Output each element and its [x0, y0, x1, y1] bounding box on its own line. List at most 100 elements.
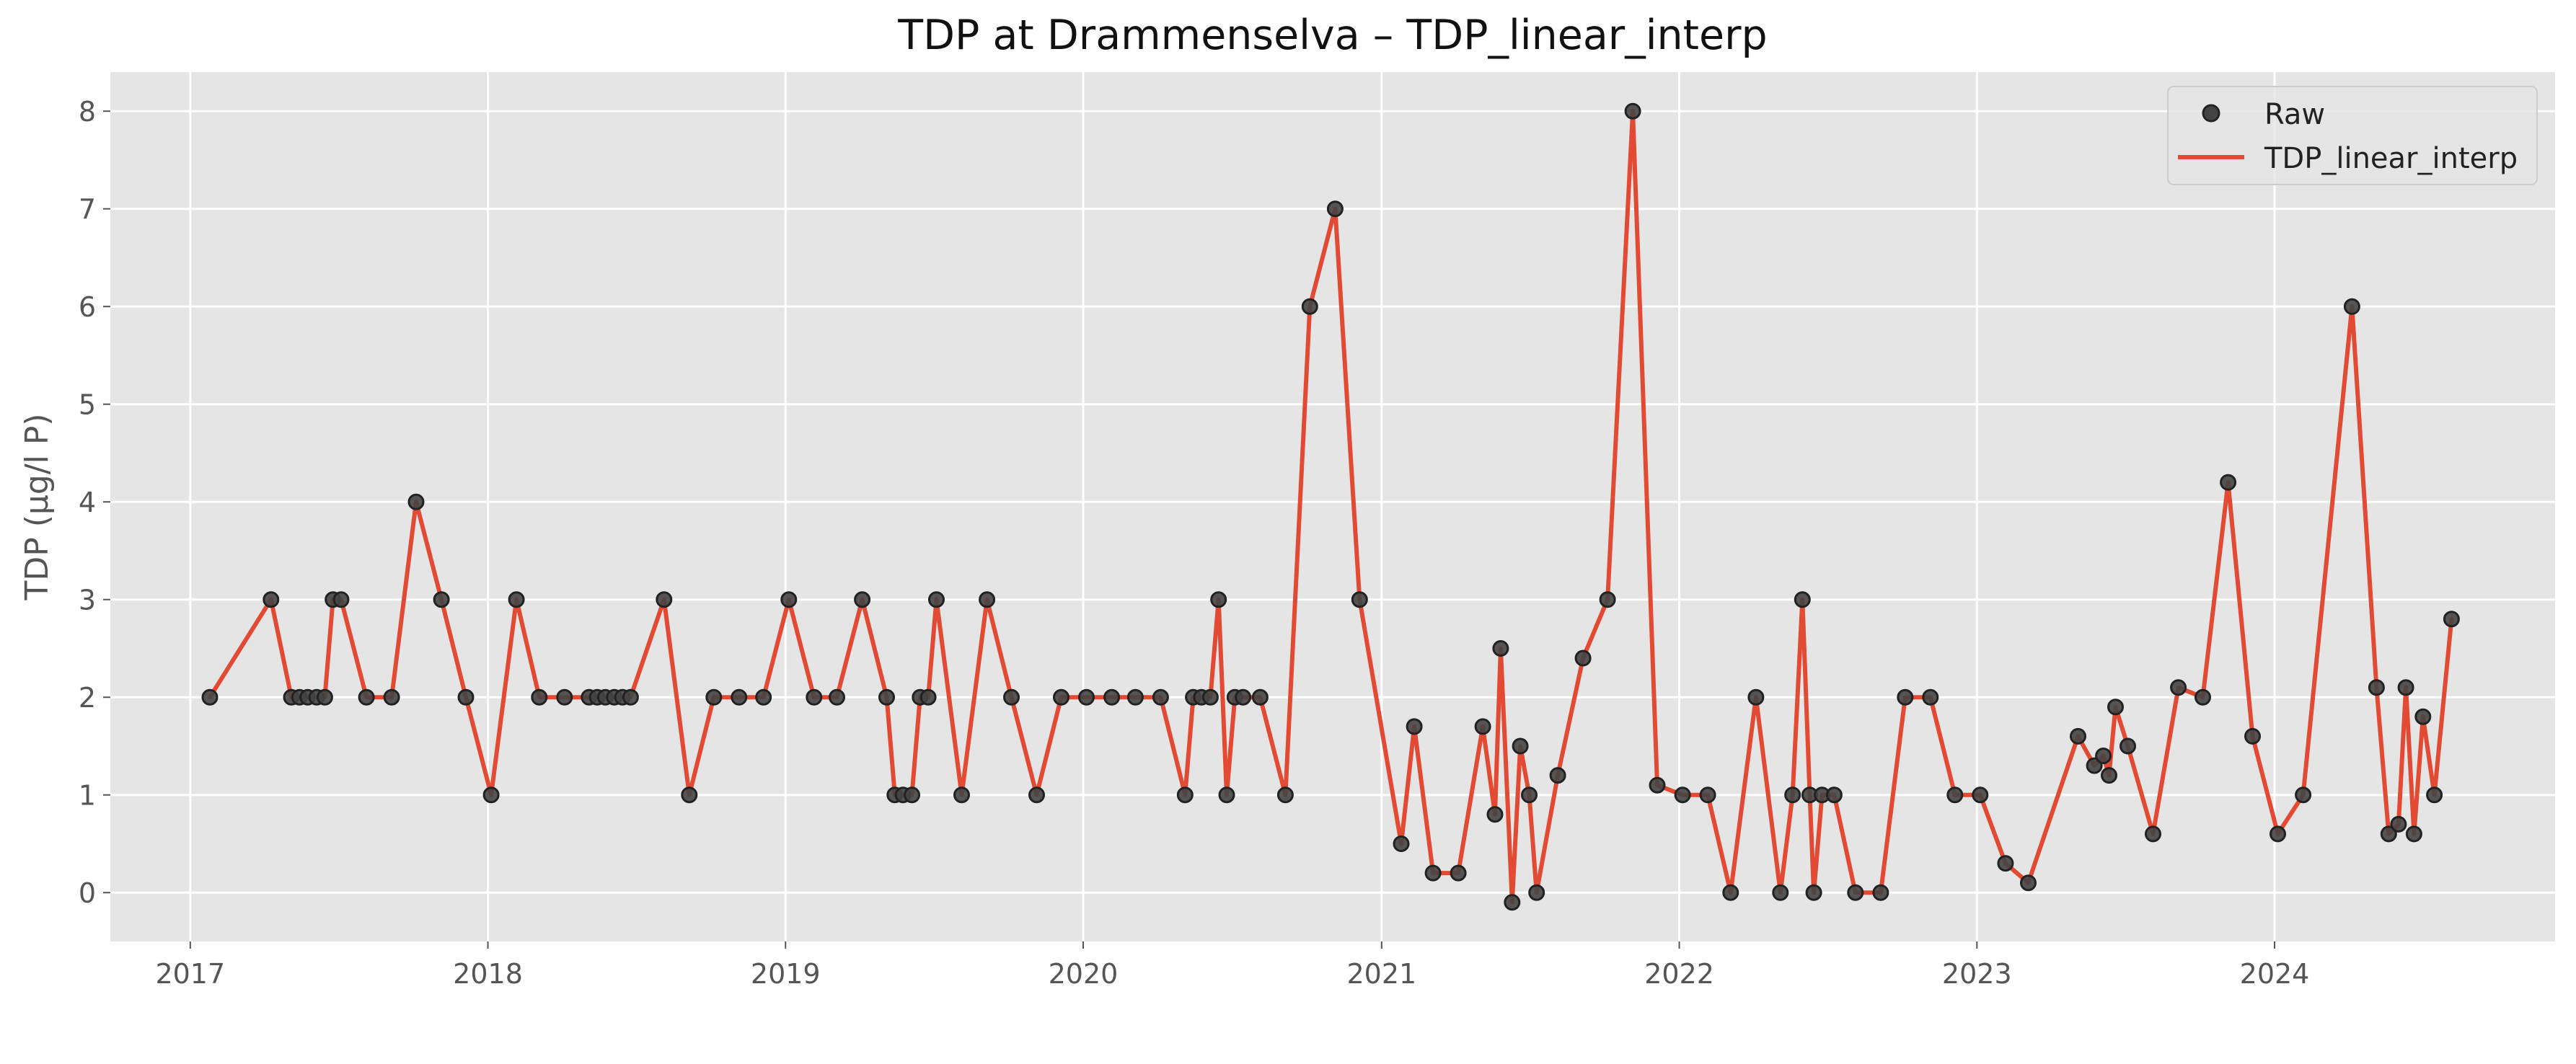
tick-labels: 0 1 2 3 4 5 6 7 8 2017 2018 2019 2020 2021 2022 2023 202… — [79, 96, 2310, 990]
raw-data-point — [2145, 825, 2161, 843]
raw-data-point — [433, 591, 450, 608]
raw-data-point — [2095, 748, 2112, 764]
raw-data-point — [755, 688, 772, 706]
raw-data-point — [953, 786, 970, 804]
raw-data-point — [829, 688, 845, 706]
raw-data-point — [2070, 727, 2086, 745]
x-tick-label: 2021 — [1346, 958, 1416, 990]
raw-data-point — [1276, 786, 1294, 804]
raw-data-point — [316, 688, 333, 706]
raw-data-point — [407, 493, 425, 510]
raw-data-point — [681, 786, 698, 804]
raw-data-point — [1872, 884, 1889, 901]
raw-data-point — [1326, 200, 1344, 218]
raw-data-point — [919, 688, 937, 706]
raw-data-point — [1897, 688, 1914, 706]
raw-data-point — [1674, 786, 1691, 804]
raw-data-point — [531, 688, 548, 706]
raw-data-point — [201, 688, 219, 706]
raw-data-point — [1549, 767, 1566, 784]
raw-data-point — [622, 688, 639, 706]
raw-data-point — [1997, 855, 2014, 872]
raw-data-point — [263, 591, 280, 608]
raw-data-point — [928, 591, 945, 608]
raw-data-point — [1805, 884, 1822, 901]
raw-data-point — [1406, 718, 1423, 735]
raw-data-point — [1512, 737, 1529, 755]
raw-data-point — [1599, 591, 1616, 608]
raw-data-point — [2443, 611, 2460, 628]
chart-title: TDP at Drammenselva – TDP_linear_interp — [897, 12, 1767, 59]
x-tick-label: 2018 — [453, 958, 523, 990]
legend: Raw TDP_linear_interp — [2167, 86, 2538, 185]
y-tick-label: 7 — [79, 194, 96, 226]
raw-data-point — [358, 688, 375, 706]
raw-data-point — [2368, 679, 2385, 696]
raw-data-point — [1574, 650, 1592, 667]
y-tick-label: 0 — [79, 877, 96, 909]
y-tick-label: 2 — [79, 682, 96, 714]
raw-data-point — [979, 591, 996, 608]
raw-data-point — [2405, 825, 2422, 843]
raw-data-point — [1649, 776, 1666, 794]
raw-data-point — [1528, 884, 1545, 901]
raw-data-point — [1053, 688, 1069, 706]
raw-data-point — [457, 688, 475, 706]
y-tick-label: 6 — [79, 291, 96, 323]
raw-data-point — [1393, 835, 1410, 852]
raw-data-point — [332, 591, 350, 608]
raw-data-point — [1003, 688, 1020, 706]
raw-data-point — [2120, 737, 2136, 755]
raw-data-point — [2170, 679, 2187, 696]
raw-data-point — [1624, 102, 1641, 120]
raw-data-point — [2390, 815, 2407, 833]
raw-data-point — [2426, 786, 2443, 804]
raw-data-point — [1492, 640, 1509, 657]
y-tick-label: 8 — [79, 96, 96, 128]
raw-data-point — [2414, 708, 2432, 725]
raw-data-point — [2380, 825, 2397, 843]
raw-data-point — [1794, 591, 1811, 608]
raw-data-point — [1699, 786, 1716, 804]
raw-data-point — [806, 688, 823, 706]
raw-data-point — [1218, 786, 1235, 804]
legend-box — [2167, 86, 2538, 185]
legend-raw-marker — [2202, 104, 2220, 123]
raw-data-point — [1210, 591, 1227, 608]
x-tick-label: 2017 — [155, 958, 225, 990]
raw-data-point — [1201, 688, 1219, 706]
raw-data-point — [878, 688, 895, 706]
raw-data-point — [780, 591, 798, 608]
raw-data-point — [2343, 298, 2360, 315]
raw-data-point — [1847, 884, 1864, 901]
raw-data-point — [1351, 591, 1368, 608]
raw-data-point — [1772, 884, 1789, 901]
raw-data-point — [482, 786, 500, 804]
x-tick-label: 2022 — [1644, 958, 1714, 990]
raw-data-point — [556, 688, 573, 706]
raw-data-point — [1504, 894, 1521, 911]
raw-data-point — [1126, 688, 1144, 706]
raw-data-point — [1424, 864, 1442, 882]
raw-data-point — [2397, 679, 2414, 696]
raw-data-point — [2220, 474, 2237, 491]
raw-data-point — [1103, 688, 1121, 706]
raw-data-point — [1474, 718, 1491, 735]
raw-data-point — [1722, 884, 1739, 901]
raw-data-point — [2295, 786, 2312, 804]
raw-data-point — [1946, 786, 1964, 804]
y-tick-label: 3 — [79, 585, 96, 616]
y-tick-label: 4 — [79, 487, 96, 518]
raw-data-point — [1235, 688, 1252, 706]
raw-data-point — [2195, 688, 2211, 706]
y-tick-label: 5 — [79, 389, 96, 421]
raw-data-point — [1176, 786, 1194, 804]
raw-data-point — [383, 688, 400, 706]
y-tick-label: 1 — [79, 780, 96, 812]
raw-data-point — [1922, 688, 1939, 706]
raw-data-point — [2020, 874, 2037, 892]
raw-data-point — [1486, 806, 1504, 823]
raw-data-point — [2101, 767, 2117, 784]
legend-interp-label: TDP_linear_interp — [2264, 142, 2518, 175]
